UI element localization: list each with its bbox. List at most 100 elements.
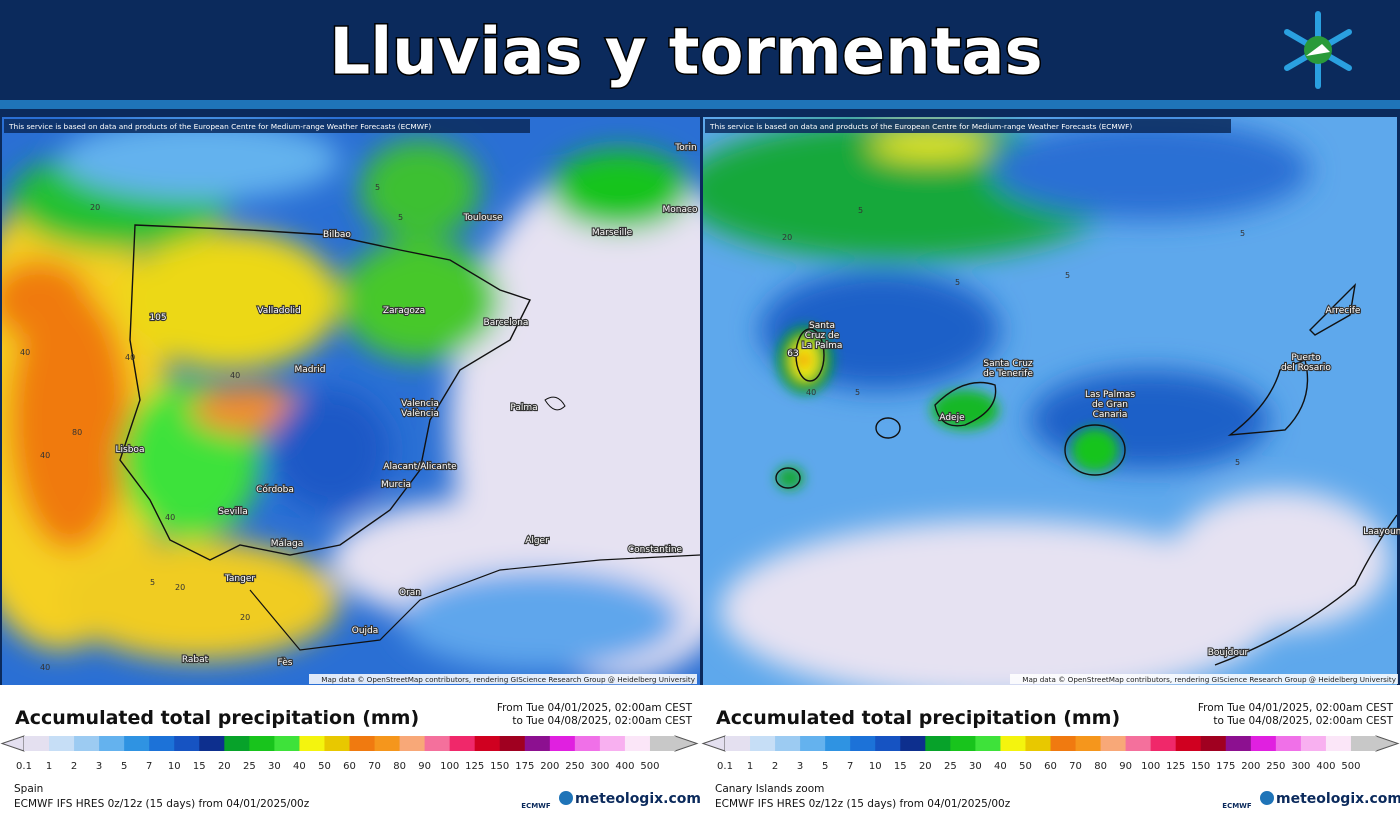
colorbar-end [674, 735, 699, 752]
city-label: Torin [674, 143, 696, 153]
contour-label: 5 [955, 278, 960, 287]
contour-label: 5 [1240, 229, 1245, 238]
city-label: Alacant/Alicante [383, 462, 457, 472]
colorbar-segment [424, 736, 451, 751]
colorbar-tick: 30 [969, 761, 982, 772]
colorbar-tick: 100 [440, 761, 459, 772]
colorbar-segment [474, 736, 501, 751]
colorbar-segment [174, 736, 200, 751]
city-label: Sevilla [218, 507, 248, 517]
map-credit: Map data © OpenStreetMap contributors, r… [321, 675, 695, 684]
colorbar-segment [1300, 736, 1327, 751]
colorbar-segment [49, 736, 75, 751]
colorbar-segment [1050, 736, 1077, 751]
ecmwf: ECMWF [1222, 802, 1252, 810]
colorbar-segment [124, 736, 150, 751]
colorbar-tick: 100 [1141, 761, 1160, 772]
city-label: Laayoune [1363, 527, 1400, 537]
colorbar-tick: 200 [1241, 761, 1260, 772]
colorbar-segment [1000, 736, 1026, 751]
city-label: Santa [809, 321, 835, 331]
colorbar-tick: 300 [590, 761, 609, 772]
colorbar-tick: 175 [515, 761, 534, 772]
colorbar-tick: 50 [318, 761, 331, 772]
legend-title: Accumulated total precipitation (mm) [716, 707, 1120, 729]
contour-label: 20 [90, 203, 100, 212]
map-credit-bar [309, 674, 697, 684]
colorbar-tick: 125 [1166, 761, 1185, 772]
city-label: Murcia [381, 480, 411, 490]
city-label: Palma [510, 403, 537, 413]
colorbar-tick: 15 [193, 761, 206, 772]
colorbar-segment [1275, 736, 1302, 751]
city-label: Las Palmas [1085, 390, 1135, 400]
contour-label: 40 [165, 513, 175, 522]
date-to: to Tue 04/08/2025, 02:00am CEST [512, 715, 692, 727]
colorbar-segment [1025, 736, 1051, 751]
colorbar-segment [624, 736, 651, 751]
contour-label: 20 [240, 613, 250, 622]
colorbar-segment [925, 736, 951, 751]
colorbar-segment [99, 736, 125, 751]
colorbar-segment [324, 736, 350, 751]
contour-label: 5 [855, 388, 860, 397]
contour-label: 5 [1065, 271, 1070, 280]
city-label: Adeje [939, 413, 965, 423]
brand-icon [1260, 791, 1274, 805]
legend-title: Accumulated total precipitation (mm) [15, 707, 419, 729]
colorbar-tick: 25 [944, 761, 957, 772]
city-label: Madrid [295, 365, 326, 375]
colorbar-segment [224, 736, 250, 751]
colorbar-tick: 2 [71, 761, 77, 772]
city-label: Lisboa [116, 445, 145, 455]
contour-label: 80 [72, 428, 82, 437]
map-spain [2, 117, 700, 685]
city-label: Tanger [224, 574, 255, 584]
city-label: Valencia [401, 399, 439, 409]
region: Spain [14, 783, 43, 795]
colorbar-tick: 150 [1191, 761, 1210, 772]
colorbar-segment [574, 736, 601, 751]
city-label: Málaga [271, 539, 304, 549]
colorbar-tick: 0.1 [16, 761, 32, 772]
colorbar-tick: 80 [1094, 761, 1107, 772]
colorbar-tick: 20 [919, 761, 932, 772]
city-label: Valladolid [257, 306, 300, 316]
colorbar-tick: 60 [343, 761, 356, 772]
city-label: Boujdour [1208, 648, 1249, 658]
colorbar-tick: 15 [894, 761, 907, 772]
brand: meteologix.com [1276, 791, 1400, 807]
colorbar-segment [775, 736, 801, 751]
colorbar-tick: 500 [1341, 761, 1360, 772]
city-label: Cruz de [805, 331, 840, 341]
contour-label: 5 [375, 183, 380, 192]
colorbar-tick: 90 [1119, 761, 1132, 772]
colorbar-segment [449, 736, 476, 751]
colorbar-segment [825, 736, 851, 751]
city-label: Zaragoza [383, 306, 425, 316]
brand-icon [559, 791, 573, 805]
city-label: Rabat [182, 655, 209, 665]
colorbar-segment [900, 736, 926, 751]
colorbar-tick: 1 [747, 761, 753, 772]
contour-label: 40 [20, 348, 30, 357]
colorbar-segment [1175, 736, 1202, 751]
colorbar-segment [850, 736, 876, 751]
city-label: 63 [787, 349, 798, 359]
city-label: Oujda [352, 626, 379, 636]
colorbar-tick: 30 [268, 761, 281, 772]
city-label: Bilbao [323, 230, 351, 240]
colorbar-segment [199, 736, 225, 751]
attribution-bar [4, 119, 530, 133]
colorbar-tick: 40 [293, 761, 306, 772]
colorbar-segment [950, 736, 976, 751]
colorbar-segment [549, 736, 576, 751]
colorbar-tick: 0.1 [717, 761, 733, 772]
colorbar-tick: 70 [368, 761, 381, 772]
city-label: Córdoba [256, 484, 294, 495]
colorbar-tick: 10 [168, 761, 181, 772]
header-stripe [0, 100, 1400, 109]
city-label: de Gran [1092, 400, 1128, 410]
contour-label: 20 [175, 583, 185, 592]
